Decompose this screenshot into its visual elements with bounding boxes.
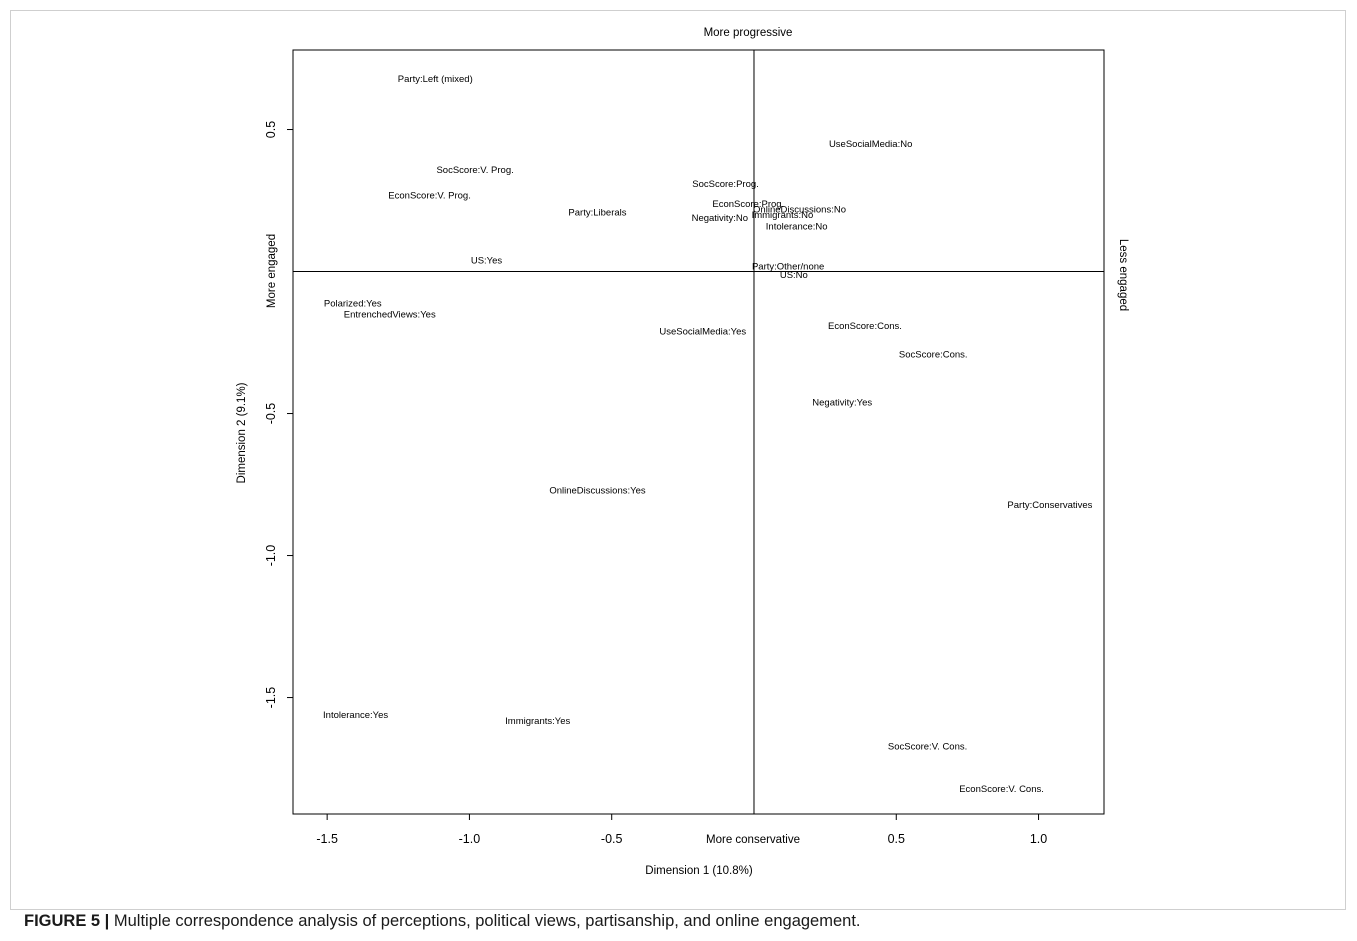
point-label: US:Yes bbox=[471, 256, 503, 267]
y-tick-label: 0.5 bbox=[264, 121, 278, 138]
y-tick-label: -1.5 bbox=[264, 687, 278, 709]
figure-caption: FIGURE 5 | Multiple correspondence analy… bbox=[24, 912, 1334, 931]
point-label: SocScore:Cons. bbox=[899, 349, 968, 360]
y-tick-label: -1.0 bbox=[264, 545, 278, 567]
point-label: SocScore:Prog. bbox=[692, 179, 759, 190]
point-label: UseSocialMedia:Yes bbox=[659, 327, 746, 338]
point-label: Intolerance:Yes bbox=[323, 710, 388, 721]
figure-caption-label: FIGURE 5 | bbox=[24, 912, 110, 930]
point-label: EconScore:Prog. bbox=[712, 199, 784, 210]
point-label: Immigrants:No bbox=[752, 210, 814, 221]
figure-frame bbox=[10, 10, 1346, 910]
annotation-right: Less engaged bbox=[1117, 239, 1129, 311]
x-axis: -1.5 -1.0 -0.5 0.5 1.0 bbox=[316, 814, 1047, 846]
plot-area bbox=[292, 49, 1105, 815]
point-label: Negativity:No bbox=[692, 213, 749, 224]
x-tick-label: -1.0 bbox=[459, 832, 481, 846]
point-label: EntrenchedViews:Yes bbox=[344, 310, 436, 321]
x-tick-label: 0.5 bbox=[888, 832, 905, 846]
x-axis-label: Dimension 1 (10.8%) bbox=[645, 865, 753, 877]
point-label: Party:Liberals bbox=[568, 207, 626, 218]
point-label: Intolerance:No bbox=[766, 222, 828, 233]
point-label: EconScore:Cons. bbox=[828, 321, 902, 332]
figure-caption-text: Multiple correspondence analysis of perc… bbox=[113, 912, 861, 930]
y-axis: 0.5 -0.5 -1.0 -1.5 bbox=[264, 121, 293, 709]
x-tick-label: -1.5 bbox=[316, 832, 338, 846]
y-axis-label: Dimension 2 (9.1%) bbox=[236, 382, 248, 483]
point-label: US:No bbox=[780, 270, 808, 281]
y-tick-label: -0.5 bbox=[264, 403, 278, 425]
point-label: SocScore:V. Prog. bbox=[436, 165, 513, 176]
annotation-bottom: More conservative bbox=[706, 834, 800, 846]
point-label: OnlineDiscussions:No bbox=[753, 205, 846, 216]
x-tick-label: -0.5 bbox=[601, 832, 623, 846]
annotation-top: More progressive bbox=[704, 27, 793, 39]
point-label: OnlineDiscussions:Yes bbox=[549, 486, 646, 497]
point-label: Negativity:Yes bbox=[812, 398, 872, 409]
point-label: Party:Left (mixed) bbox=[398, 74, 473, 85]
point-label: EconScore:V. Prog. bbox=[388, 190, 471, 201]
point-labels: Party:Left (mixed) UseSocialMedia:No SocSc… bbox=[323, 74, 1093, 795]
point-label: Immigrants:Yes bbox=[505, 716, 570, 727]
x-tick-label: 1.0 bbox=[1030, 832, 1047, 846]
point-label: UseSocialMedia:No bbox=[829, 139, 912, 150]
annotation-left: More engaged bbox=[266, 234, 278, 308]
point-label: Polarized:Yes bbox=[324, 298, 382, 309]
point-label: EconScore:V. Cons. bbox=[959, 784, 1044, 795]
point-label: Party:Other/none bbox=[752, 261, 824, 272]
point-label: Party:Conservatives bbox=[1007, 500, 1092, 511]
point-label: SocScore:V. Cons. bbox=[888, 741, 967, 752]
